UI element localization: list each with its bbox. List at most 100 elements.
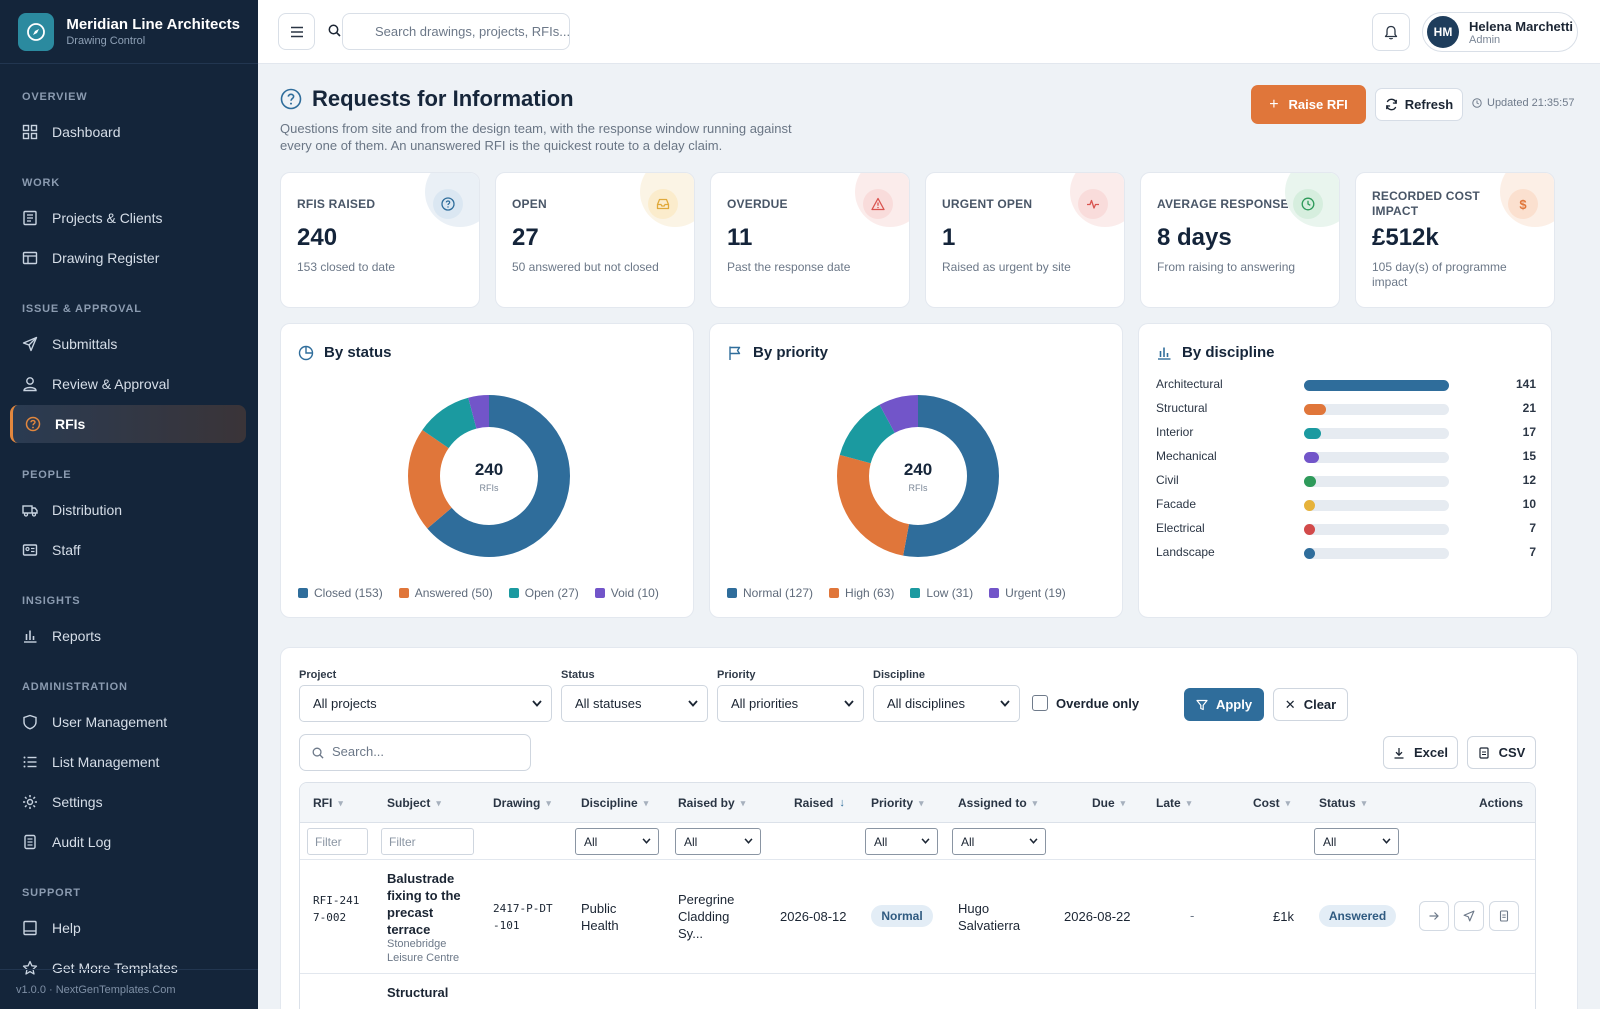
clear-label: Clear: [1303, 697, 1337, 712]
kpi-sub: Past the response date: [727, 260, 851, 274]
overdue-only-checkbox[interactable]: Overdue only: [1032, 695, 1139, 711]
apply-filters-button[interactable]: Apply: [1184, 688, 1264, 721]
status-column-filter[interactable]: All: [1314, 828, 1399, 855]
document-icon: [1499, 910, 1509, 922]
column-header-raised[interactable]: Raised ↓: [794, 796, 845, 810]
table-search-input[interactable]: [332, 744, 522, 759]
column-header-subject[interactable]: Subject ▾: [387, 796, 441, 810]
user-name: Helena Marchetti: [1469, 18, 1574, 34]
download-icon: [1394, 747, 1404, 759]
table-search-field[interactable]: [299, 734, 531, 771]
sidebar-item-help[interactable]: Help: [10, 909, 246, 947]
discipline-bar-row: Architectural 141: [1156, 374, 1536, 394]
donut-slice-void[interactable]: [408, 395, 570, 557]
donut-slice-urgent[interactable]: [837, 395, 999, 557]
legend-label: Urgent (19): [1005, 586, 1066, 600]
discipline-filter-select[interactable]: All disciplines: [873, 685, 1020, 722]
print-rfi-button[interactable]: [1489, 901, 1519, 931]
subject-column-filter[interactable]: Filter: [381, 828, 474, 855]
sidebar-item-get-more-templates[interactable]: Get More Templates: [10, 949, 246, 987]
sidebar-item-review-approval[interactable]: Review & Approval: [10, 365, 246, 403]
chevron-down-icon: [744, 838, 753, 844]
donut-slice-answered[interactable]: [408, 395, 570, 557]
export-excel-button[interactable]: Excel: [1383, 736, 1458, 769]
rfi-subject[interactable]: Balustrade fixing to the precast terrace: [387, 871, 461, 937]
send-icon: [1463, 910, 1475, 922]
discipline-bar-fill: [1304, 500, 1315, 511]
menu-toggle-button[interactable]: [278, 13, 315, 50]
sidebar-item-settings[interactable]: Settings: [10, 783, 246, 821]
open-rfi-button[interactable]: [1419, 901, 1449, 931]
rfi-subject[interactable]: Structural: [387, 985, 449, 1000]
warning-icon: [863, 189, 893, 219]
column-header-rfi[interactable]: RFI ▾: [313, 796, 343, 810]
column-header-assigned-to[interactable]: Assigned to ▾: [958, 796, 1038, 810]
kpi-label: URGENT OPEN: [942, 197, 1033, 211]
legend-label: Answered (50): [414, 586, 493, 600]
sidebar-item-submittals[interactable]: Submittals: [10, 325, 246, 363]
page-title: Requests for Information: [280, 86, 820, 112]
table-row[interactable]: Structural: [300, 974, 1535, 1009]
user-role: Admin: [1469, 33, 1501, 46]
sidebar-item-dashboard[interactable]: Dashboard: [10, 113, 246, 151]
log-icon: [24, 834, 36, 850]
column-header-drawing[interactable]: Drawing ▾: [493, 796, 551, 810]
sidebar-item-distribution[interactable]: Distribution: [10, 491, 246, 529]
project-filter-select[interactable]: All projects: [299, 685, 552, 722]
column-header-status[interactable]: Status ▾: [1319, 796, 1367, 810]
sidebar-item-audit-log[interactable]: Audit Log: [10, 823, 246, 861]
sidebar-item-label: RFIs: [55, 416, 86, 432]
chart-title: By priority: [727, 344, 828, 361]
sidebar-item-label: Staff: [52, 542, 81, 558]
sort-icon: ▾: [919, 797, 924, 808]
column-header-priority[interactable]: Priority ▾: [871, 796, 924, 810]
bar-chart-icon: [24, 630, 37, 643]
page-title-text: Requests for Information: [312, 86, 574, 111]
column-header-late[interactable]: Late ▾: [1156, 796, 1192, 810]
sidebar-item-rfis[interactable]: RFIs: [10, 405, 246, 443]
donut-slice-high[interactable]: [837, 395, 999, 557]
sidebar-item-list-management[interactable]: List Management: [10, 743, 246, 781]
column-header-due[interactable]: Due ▾: [1092, 796, 1126, 810]
sidebar-item-staff[interactable]: Staff: [10, 531, 246, 569]
shield-icon: [23, 714, 37, 730]
export-csv-button[interactable]: CSV: [1467, 736, 1536, 769]
discipline-column-filter[interactable]: All: [575, 828, 659, 855]
rfi-due-date: 2026-08-22: [1064, 909, 1131, 924]
table-row[interactable]: RFI-2417-002 Balustrade fixing to the pr…: [300, 860, 1535, 974]
page-header: Requests for Information Questions from …: [280, 86, 820, 154]
priority-column-filter[interactable]: All: [865, 828, 938, 855]
raised-by-column-filter[interactable]: All: [675, 828, 761, 855]
priority-filter-select[interactable]: All priorities: [717, 685, 864, 722]
rfi-table: RFI ▾ Subject ▾ Drawing ▾ Discipline ▾ Raise…: [299, 782, 1536, 1009]
column-header-raised-by[interactable]: Raised by ▾: [678, 796, 746, 810]
sidebar-item-drawing-register[interactable]: Drawing Register: [10, 239, 246, 277]
global-search-input[interactable]: [342, 13, 570, 50]
refresh-button[interactable]: Refresh: [1375, 88, 1463, 121]
user-menu[interactable]: HM Helena Marchetti Admin: [1422, 12, 1578, 52]
rfi-late: -: [1190, 908, 1195, 923]
book-icon: [23, 920, 37, 936]
sort-icon: ▾: [1120, 797, 1126, 808]
sidebar-item-projects[interactable]: Projects & Clients: [10, 199, 246, 237]
checkbox-box[interactable]: [1032, 695, 1048, 711]
notifications-button[interactable]: [1372, 13, 1410, 51]
assigned-to-column-filter[interactable]: All: [952, 828, 1046, 855]
column-header-cost[interactable]: Cost ▾: [1253, 796, 1291, 810]
discipline-bar-fill: [1304, 428, 1322, 439]
chevron-down-icon: [532, 700, 542, 707]
chevron-down-icon: [688, 700, 698, 707]
send-rfi-button[interactable]: [1454, 901, 1484, 931]
sidebar-item-label: Submittals: [52, 336, 118, 352]
column-header-discipline[interactable]: Discipline ▾: [581, 796, 649, 810]
discipline-bar-track: [1304, 404, 1449, 415]
rfi-column-filter[interactable]: Filter: [307, 828, 368, 855]
sidebar-item-reports[interactable]: Reports: [10, 617, 246, 655]
legend-label: Void (10): [610, 586, 659, 600]
clear-filters-button[interactable]: ✕ Clear: [1273, 688, 1348, 721]
sidebar-item-user-management[interactable]: User Management: [10, 703, 246, 741]
rfi-number[interactable]: RFI-2417-002: [313, 894, 360, 924]
raise-rfi-button[interactable]: + Raise RFI: [1251, 85, 1366, 124]
status-filter-select[interactable]: All statuses: [561, 685, 708, 722]
sidebar-item-label: Audit Log: [52, 834, 112, 850]
